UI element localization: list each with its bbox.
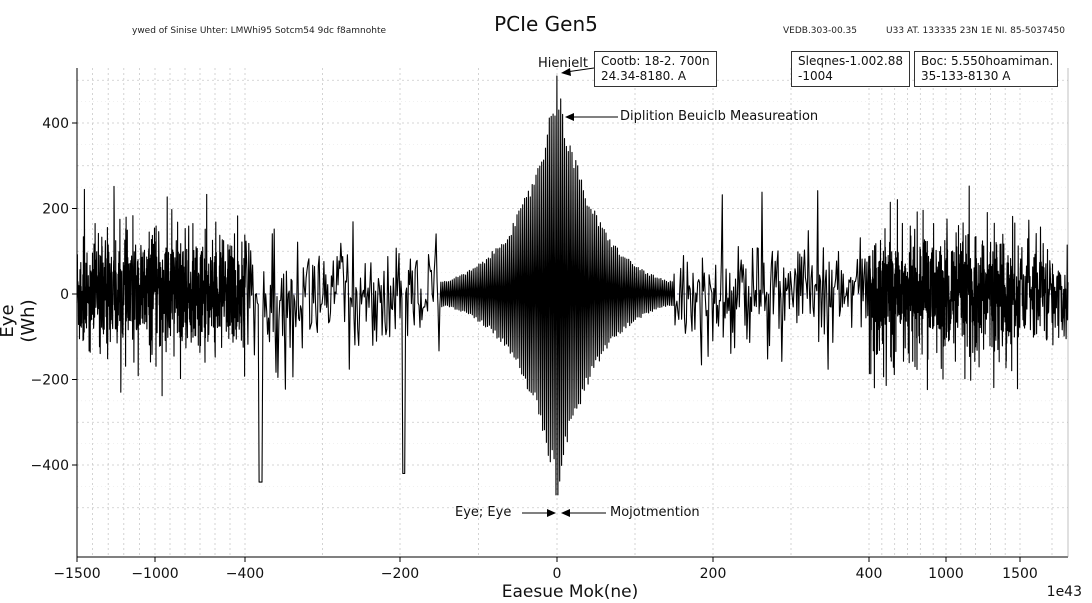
x-tick-label: −1000	[131, 566, 178, 582]
x-tick-label: −400	[226, 566, 264, 582]
x-tick-label: 400	[856, 566, 883, 582]
info-box-right: Boc: 5.550hoamiman. 35-133-8130 A	[914, 51, 1058, 87]
x-tick-label: 1000	[928, 566, 964, 582]
y-tick-label: 400	[42, 116, 69, 132]
series-line	[76, 75, 1069, 496]
info-box-right-line1: Boc: 5.550hoamiman.	[921, 54, 1054, 68]
y-axis-label: Eye (Wh)	[0, 299, 39, 343]
arrow-lower-right-head	[561, 509, 570, 517]
info-box-left-line1: Cootb: 18-2. 700n	[601, 54, 710, 68]
y-tick-label: 200	[42, 202, 69, 218]
arrow-lower-left-label: Eye; Eye	[455, 505, 512, 520]
series	[76, 75, 1069, 496]
arrow-upper-head	[565, 113, 574, 121]
y-tick-label: −200	[31, 373, 69, 389]
x-tick-label: −1500	[53, 566, 100, 582]
annotation-arrows	[522, 67, 618, 517]
x-tick-label: 200	[700, 566, 727, 582]
arrow-lower-left-head	[547, 509, 556, 517]
info-box-right-line2: 35-133-8130 A	[921, 69, 1011, 83]
arrow-lower-right-label: Mojotmention	[610, 505, 700, 520]
x-exponent-label: 1e43	[1046, 584, 1082, 600]
arrow-upper-label: Diplition Beuiclb Measureation	[620, 109, 819, 124]
info-box-left: Cootb: 18-2. 700n 24.34-8180. A	[594, 51, 717, 87]
ticks: −1500 −1000 −400 −200 0 200 400 1000 1500 −400 −20…	[31, 116, 1038, 582]
x-axis-label: Eaesue Mok(ne)	[501, 582, 639, 602]
info-box-mid-line1: Sleqnes-1.002.88	[798, 54, 903, 68]
info-box-mid: Sleqnes-1.002.88 -1004	[791, 51, 910, 87]
y-tick-label: 0	[60, 287, 69, 303]
info-box-left-line2: 24.34-8180. A	[601, 69, 687, 83]
info-box-mid-line2: -1004	[798, 69, 833, 83]
header-right-text-2: U33 AT. 133335 23N 1E NI. 85-5037450	[886, 26, 1065, 36]
peak-label: Hienielt	[538, 56, 588, 71]
y-tick-label: −400	[31, 458, 69, 474]
x-tick-label: 0	[553, 566, 562, 582]
chart-title: PCIe Gen5	[494, 12, 598, 36]
x-tick-label: −200	[381, 566, 419, 582]
arrow-peak-head	[561, 68, 571, 76]
header-left-text: ywed of Sinise Uhter: LMWhi95 Sotcm54 9d…	[132, 26, 387, 36]
arrow-peak-line	[565, 67, 595, 73]
x-tick-label: 1500	[1002, 566, 1038, 582]
header-right-text-1: VEDB.303-00.35	[783, 26, 857, 36]
